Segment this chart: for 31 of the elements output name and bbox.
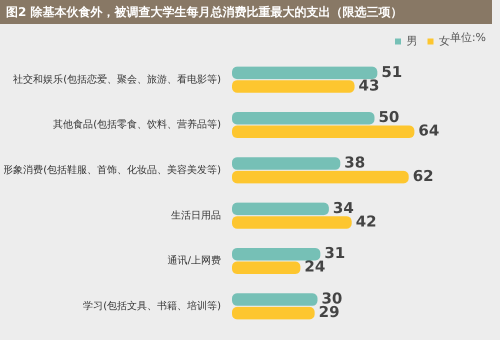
bar (232, 202, 329, 216)
bar (232, 306, 315, 320)
legend-label: 女 (439, 36, 450, 48)
bar (232, 262, 300, 274)
y-tick-label: 社交和娱乐(包括恋爱、聚会、旅游、看电影等) (13, 73, 222, 86)
data-label: 38 (344, 153, 366, 172)
data-label: 24 (304, 258, 326, 276)
bar (232, 170, 409, 184)
bar (232, 216, 352, 229)
data-label: 64 (418, 122, 440, 140)
bar (232, 112, 374, 124)
bar (232, 248, 320, 260)
data-label: 50 (378, 108, 400, 126)
bar (232, 80, 355, 93)
bar (232, 157, 340, 170)
legend-label: 男 (406, 36, 418, 48)
data-label: 43 (358, 76, 380, 94)
bar (232, 293, 318, 306)
data-label: 31 (324, 244, 346, 262)
y-tick-label: 通讯/上网费 (168, 254, 221, 267)
bar (232, 126, 414, 138)
y-tick-label: 生活日用品 (171, 209, 221, 222)
data-label: 42 (356, 212, 377, 230)
chart-title: 图2 除基本伙食外，被调查大学生每月总消费比重最大的支出（限选三项） (0, 0, 492, 24)
y-tick-label: 学习(包括文具、书籍、培训等) (83, 300, 222, 312)
data-label: 62 (412, 167, 434, 186)
y-tick-label: 其他食品(包括零食、饮料、营养品等) (53, 118, 222, 131)
data-label: 51 (381, 62, 402, 81)
text: 单位:% (450, 30, 486, 45)
bar (232, 66, 378, 80)
data-label: 34 (332, 198, 354, 217)
